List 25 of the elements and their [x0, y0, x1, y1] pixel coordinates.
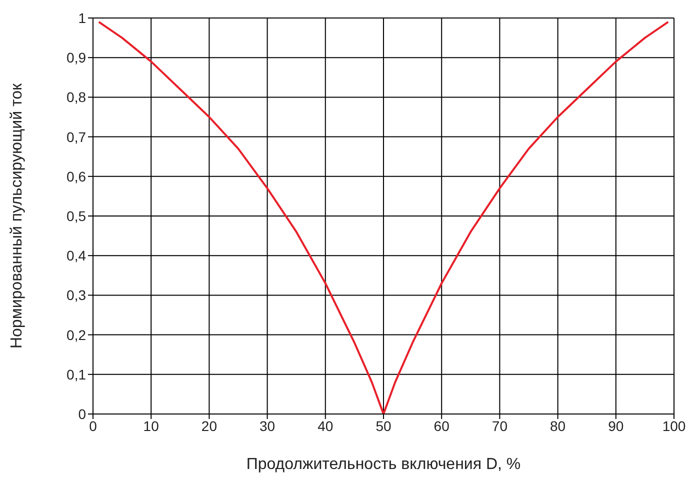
y-tick-label: 0,4 — [66, 248, 86, 264]
x-tick-label: 10 — [143, 418, 160, 434]
x-tick-label: 50 — [376, 418, 392, 434]
line-series — [98, 20, 670, 414]
x-tick-label: 0 — [89, 418, 98, 434]
y-tick-label: 0,6 — [66, 168, 86, 184]
x-tick-label: 80 — [550, 418, 566, 434]
y-tick-label: 0 — [78, 406, 86, 422]
y-tick-label: 0,9 — [66, 50, 86, 66]
x-axis-title: Продолжительность включения D, % — [246, 456, 521, 473]
x-tick-label: 100 — [662, 418, 686, 434]
x-tick-label: 20 — [201, 418, 218, 434]
x-tick-label: 70 — [492, 418, 508, 434]
y-tick-label: 1 — [78, 10, 86, 26]
y-tick-label: 0,7 — [66, 128, 86, 145]
x-tick-label: 90 — [608, 418, 624, 434]
y-tick-label: 0,8 — [66, 89, 86, 106]
y-tick-label: 0,5 — [66, 208, 86, 224]
y-axis-title: Нормированный пульсирующий ток — [8, 82, 26, 349]
y-tick-label: 0,1 — [66, 366, 86, 382]
x-tick-label: 60 — [434, 418, 450, 434]
y-tick-label: 0,2 — [66, 326, 86, 343]
x-tick-label: 30 — [260, 418, 276, 434]
x-tick-label: 40 — [318, 418, 334, 434]
y-tick-label: 0,3 — [66, 287, 86, 304]
